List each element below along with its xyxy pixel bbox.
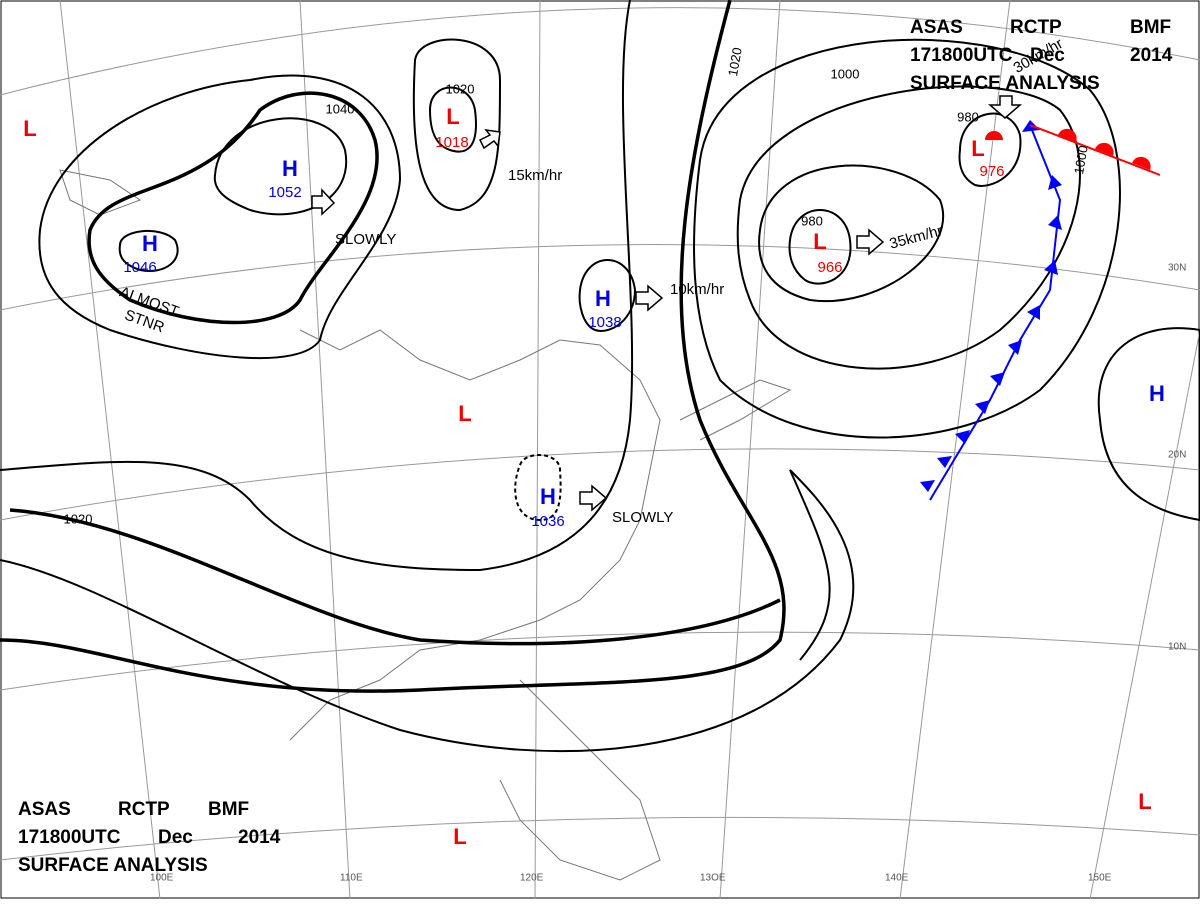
center-symbol: H — [282, 156, 298, 181]
center-value: 1036 — [531, 513, 564, 530]
header-text: RCTP — [118, 799, 170, 820]
isobar-label: 1040 — [326, 101, 355, 116]
header-text: ASAS — [910, 17, 963, 38]
header-text: BMF — [208, 799, 249, 820]
isobar-label: 980 — [801, 213, 823, 228]
center-value: 976 — [979, 163, 1004, 180]
center-symbol: H — [142, 231, 158, 256]
motion-label: SLOWLY — [612, 509, 673, 526]
header-text: SURFACE ANALYSIS — [910, 73, 1100, 94]
header-text: RCTP — [1010, 17, 1062, 38]
center-symbol: H — [1149, 381, 1165, 406]
header-text: 171800UTC — [910, 45, 1013, 66]
header-text: Dec — [1030, 45, 1065, 66]
header-text: 171800UTC — [18, 827, 121, 848]
center-value: 966 — [817, 259, 842, 276]
isobar-label: 980 — [957, 109, 979, 124]
center-value: 1046 — [123, 259, 156, 276]
isobar-label: 1020 — [64, 511, 93, 526]
lat-label: 30N — [1168, 263, 1186, 274]
center-value: 1052 — [268, 184, 301, 201]
center-symbol: L — [23, 116, 36, 141]
center-symbol: L — [446, 104, 459, 129]
lat-label: 20N — [1168, 450, 1186, 461]
isobar-label: 1020 — [446, 81, 475, 96]
center-symbol: H — [540, 484, 556, 509]
lon-label: 13OE — [700, 873, 726, 884]
center-symbol: L — [458, 401, 471, 426]
center-symbol: L — [971, 136, 984, 161]
center-symbol: L — [1138, 789, 1151, 814]
header-text: ASAS — [18, 799, 71, 820]
lon-label: 140E — [885, 873, 909, 884]
motion-label: SLOWLY — [335, 231, 396, 248]
isobar-label: 1020 — [725, 46, 745, 77]
lat-label: 10N — [1168, 642, 1186, 653]
header-text: 2014 — [238, 827, 281, 848]
lon-label: 120E — [520, 873, 544, 884]
motion-label: 10km/hr — [670, 281, 724, 298]
header-text: 2014 — [1130, 45, 1173, 66]
center-symbol: L — [453, 824, 466, 849]
center-value: 1038 — [588, 314, 621, 331]
coastlines — [59, 169, 792, 881]
lon-label: 100E — [150, 873, 174, 884]
header-text: BMF — [1130, 17, 1171, 38]
header-text: Dec — [158, 827, 193, 848]
header-text: SURFACE ANALYSIS — [18, 855, 208, 876]
isobar-label: 1000 — [1071, 144, 1091, 175]
center-symbol: H — [595, 286, 611, 311]
center-value: 1018 — [435, 134, 468, 151]
center-symbol: L — [813, 229, 826, 254]
motion-label: 15km/hr — [508, 167, 562, 184]
fronts — [920, 120, 1161, 501]
lon-label: 150E — [1088, 873, 1112, 884]
lon-label: 110E — [340, 873, 363, 884]
isobars — [0, 0, 1200, 753]
motion-arrows — [311, 95, 1023, 512]
isobar-label: 1000 — [831, 66, 860, 81]
